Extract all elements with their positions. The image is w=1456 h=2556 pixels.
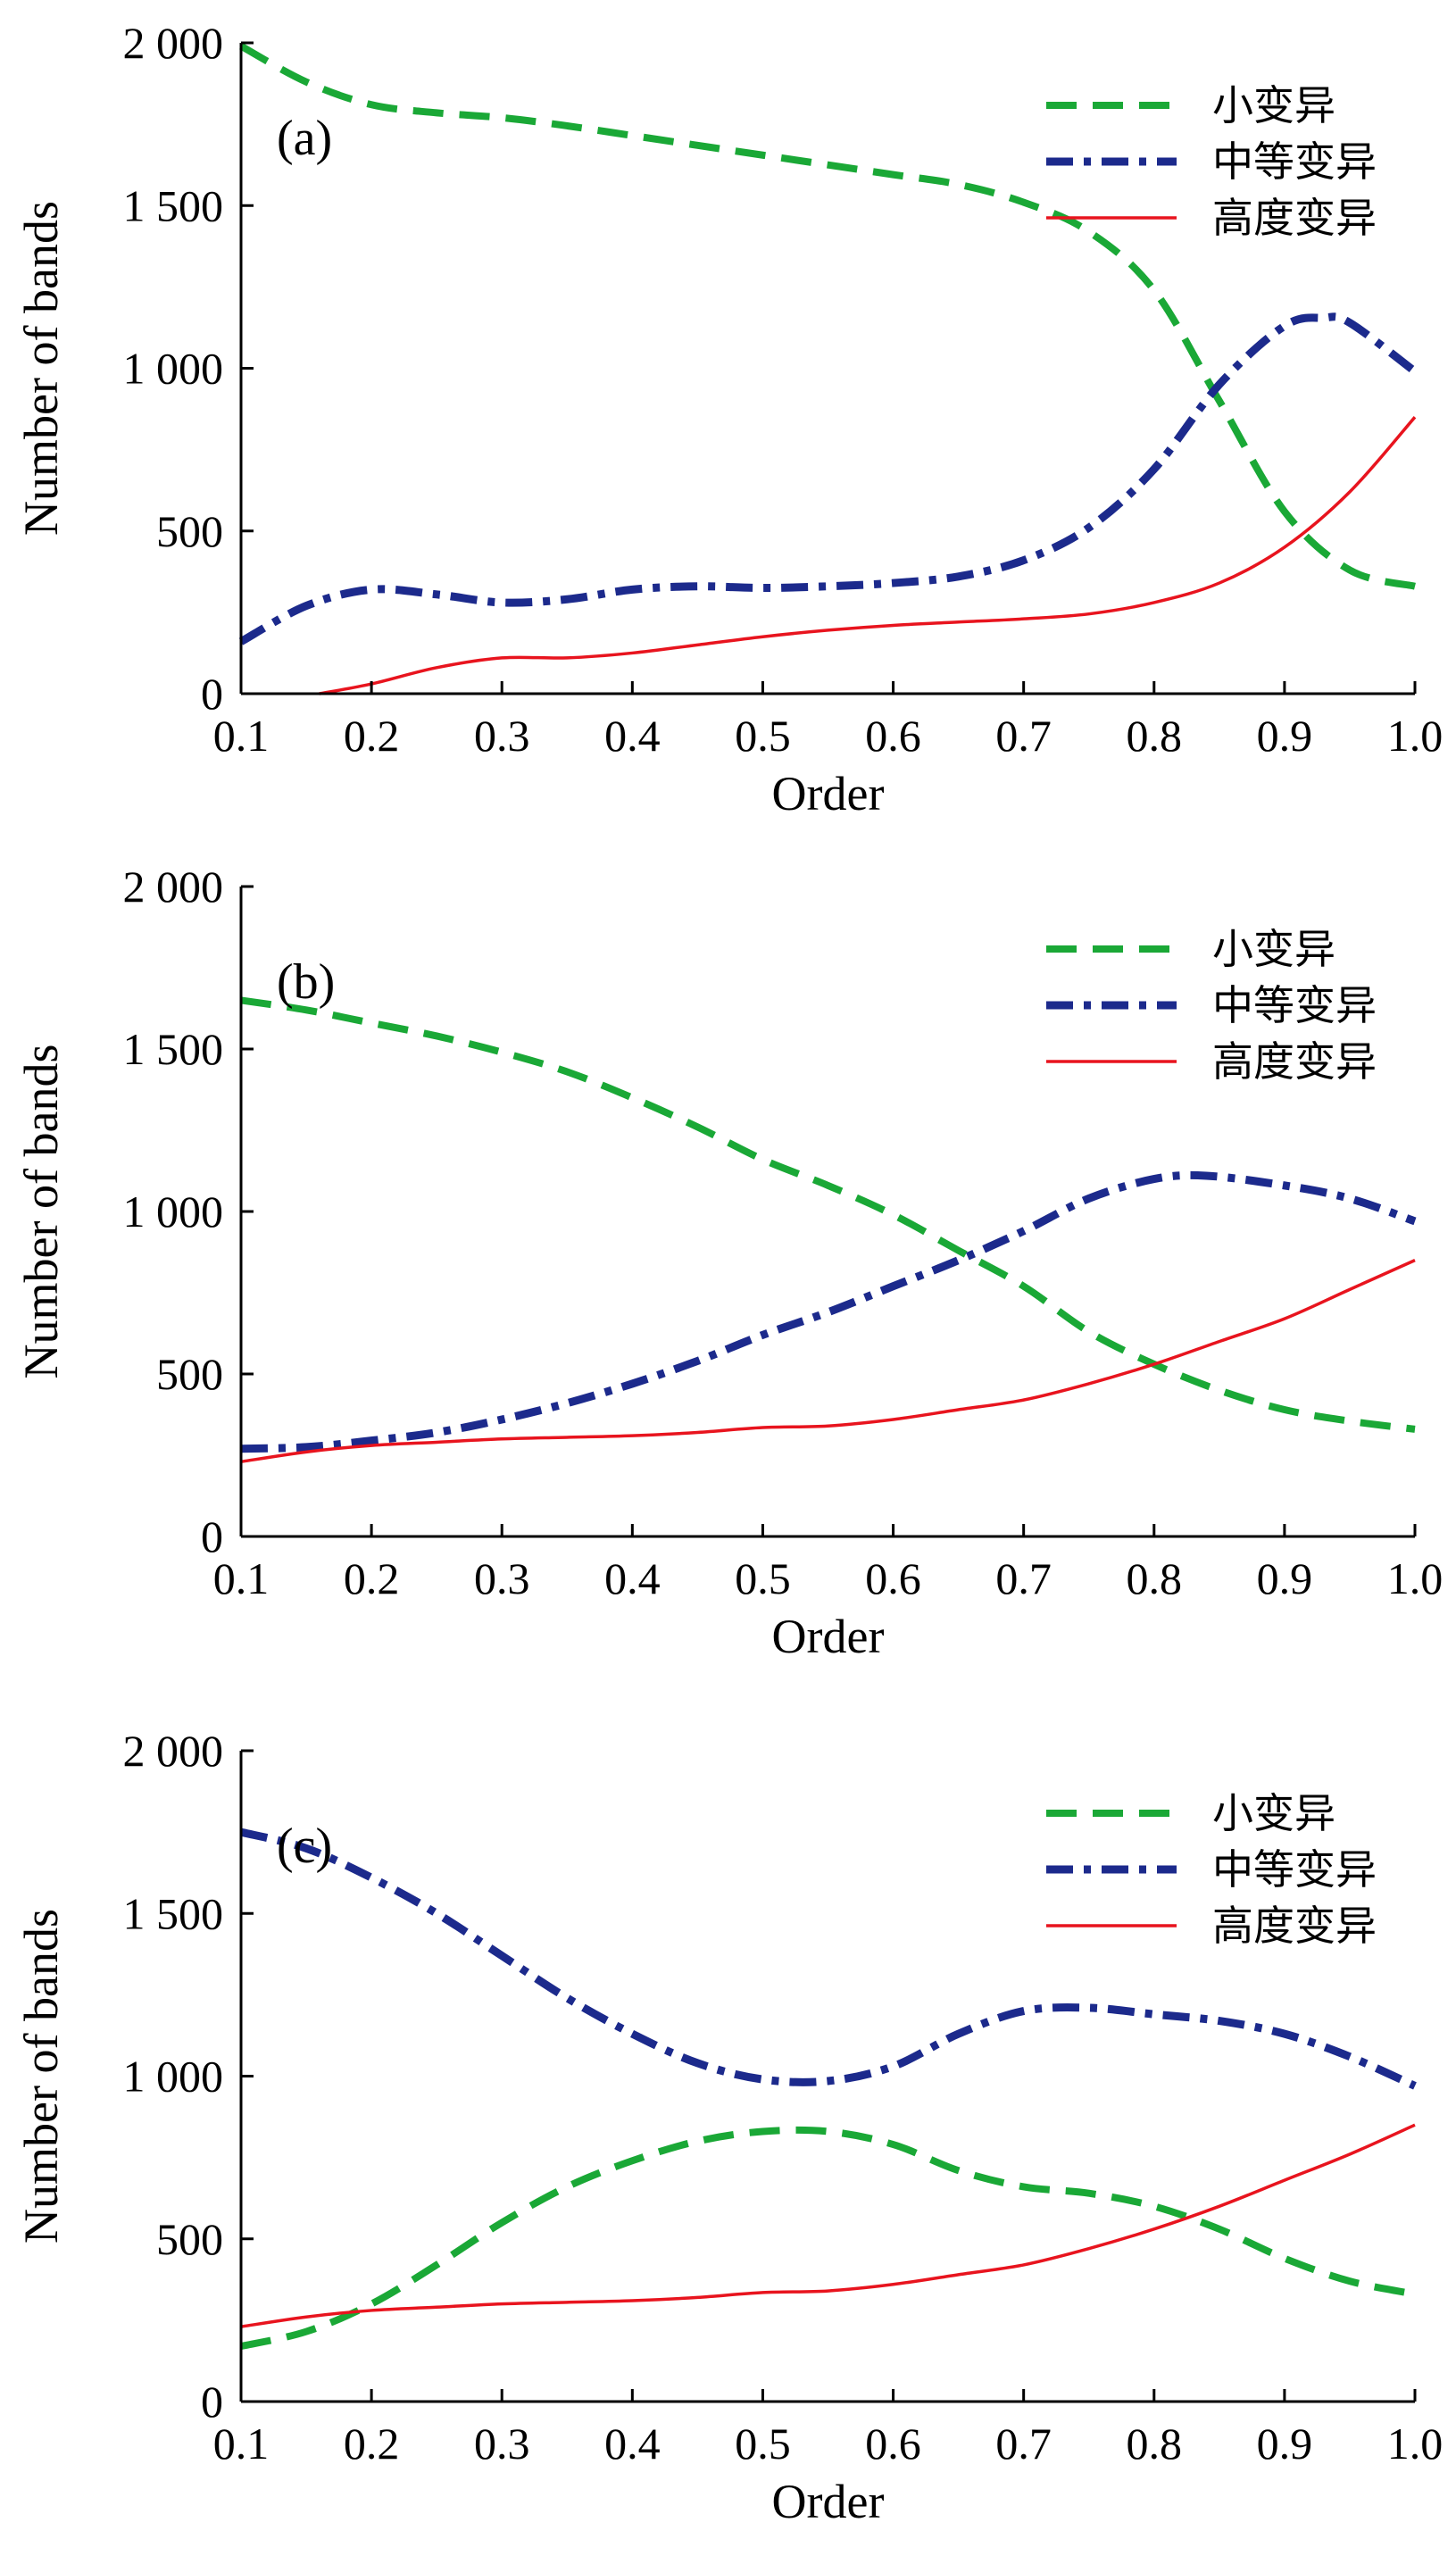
panel-a-y-tick-label: 0	[201, 669, 223, 719]
panel-c-y-axis-title: Number of bands	[14, 1909, 68, 2244]
panel-c-series-small-line	[240, 2126, 1416, 2350]
panel-a-x-tick-label: 0.5	[735, 711, 791, 761]
panel-a-x-tick-label: 0.9	[1257, 711, 1313, 761]
panel-a-y-axis-title: Number of bands	[14, 201, 68, 536]
panel-c-series-layer	[239, 1827, 1417, 2350]
panel-b-x-tick-label: 0.7	[995, 1553, 1052, 1603]
panel-c-legend-label-medium: 中等变异	[1212, 1845, 1377, 1894]
panel-a-x-tick-label: 0.8	[1127, 711, 1183, 761]
panel-a: 0 500 1 000 1 500 2 000 0.1 0.2 0.3 0.4 …	[14, 18, 1443, 820]
panel-c-y-tick-label: 500	[156, 2214, 223, 2264]
panel-b-label: (b)	[277, 954, 335, 1010]
panel-b-x-axis-title: Order	[772, 1610, 885, 1663]
panel-c-x-tick-label: 1.0	[1387, 2419, 1444, 2469]
panel-a-y-tick-marks	[241, 41, 254, 695]
panel-c-series-medium-line	[239, 1827, 1417, 2090]
panel-b-y-axis-title: Number of bands	[14, 1045, 68, 1379]
panel-b-legend: 小变异 中等变异 高度变异	[1046, 925, 1377, 1086]
panel-a-label: (a)	[277, 111, 332, 166]
panel-a-y-tick-label: 500	[156, 506, 223, 556]
panel-c-x-tick-label: 0.2	[344, 2419, 400, 2469]
panel-b-y-tick-marks	[241, 885, 254, 1538]
panel-a-x-tick-label: 0.3	[474, 711, 530, 761]
panel-a-legend-label-high: 高度变异	[1212, 194, 1377, 242]
panel-c-y-tick-label: 0	[201, 2377, 223, 2427]
panel-b-y-tick-label: 1 000	[123, 1186, 224, 1236]
panel-c-y-tick-label: 1 000	[123, 2052, 224, 2102]
panel-a-legend: 小变异 中等变异 高度变异	[1046, 81, 1377, 242]
panel-c-x-tick-label: 0.9	[1257, 2419, 1313, 2469]
panel-b-legend-label-small: 小变异	[1212, 925, 1335, 973]
panel-c: 0 500 1 000 1 500 2 000 0.1 0.2 0.3 0.4 …	[14, 1726, 1443, 2528]
panel-b-x-tick-label: 0.1	[213, 1553, 270, 1603]
panel-a-x-tick-marks	[239, 681, 1417, 694]
panel-c-x-axis-title: Order	[772, 2475, 885, 2528]
panel-a-x-tick-label: 1.0	[1387, 711, 1444, 761]
panel-b-series-layer	[240, 996, 1417, 1464]
panel-a-x-tick-label: 0.6	[865, 711, 921, 761]
panel-b-x-tick-label: 0.3	[474, 1553, 530, 1603]
panel-c-y-tick-label: 1 500	[123, 1888, 224, 1938]
panel-a-y-tick-label: 1 000	[123, 344, 224, 394]
panel-c-x-tick-label: 0.6	[865, 2419, 921, 2469]
panel-a-x-axis-title: Order	[772, 767, 885, 820]
panel-b-x-tick-label: 0.8	[1127, 1553, 1183, 1603]
panel-a-y-tick-label: 2 000	[123, 18, 224, 68]
panel-a-series-small-line	[239, 43, 1416, 590]
panel-b-y-tick-label: 500	[156, 1349, 223, 1399]
panel-a-series-medium-line	[238, 312, 1418, 645]
panel-b-series-medium-line	[240, 1170, 1417, 1453]
panel-b-y-tick-label: 0	[201, 1511, 223, 1561]
panel-c-y-tick-marks	[241, 1749, 254, 2403]
panel-b-x-tick-label: 0.5	[735, 1553, 791, 1603]
panel-a-series-high-line	[319, 416, 1417, 695]
panel-b-x-tick-label: 0.9	[1257, 1553, 1313, 1603]
panel-c-x-tick-label: 0.4	[604, 2419, 661, 2469]
panel-a-series-layer	[238, 43, 1418, 695]
panel-c-x-tick-marks	[239, 2389, 1417, 2402]
panel-c-legend-label-small: 小变异	[1212, 1789, 1335, 1837]
panel-b-x-tick-label: 0.4	[604, 1553, 661, 1603]
panel-b-y-tick-label: 2 000	[123, 862, 224, 912]
panel-a-x-tick-label: 0.4	[604, 711, 661, 761]
panel-a-legend-label-small: 小变异	[1212, 81, 1335, 129]
panel-c-x-tick-label: 0.8	[1127, 2419, 1183, 2469]
panel-c-label: (c)	[277, 1819, 332, 1874]
panel-a-x-tick-label: 0.1	[213, 711, 270, 761]
panel-c-series-high-line	[240, 2123, 1416, 2328]
panel-c-x-tick-label: 0.5	[735, 2419, 791, 2469]
panel-b-x-tick-label: 0.6	[865, 1553, 921, 1603]
panel-a-y-tick-label: 1 500	[123, 180, 224, 230]
panel-b-legend-label-medium: 中等变异	[1212, 981, 1377, 1029]
panel-a-x-tick-label: 0.2	[344, 711, 400, 761]
panel-b-legend-label-high: 高度变异	[1212, 1037, 1377, 1086]
panel-a-x-tick-label: 0.7	[995, 711, 1052, 761]
panel-b-x-tick-label: 0.2	[344, 1553, 400, 1603]
panel-c-x-tick-label: 0.7	[995, 2419, 1052, 2469]
panel-c-x-tick-label: 0.1	[213, 2419, 270, 2469]
panel-b: 0 500 1 000 1 500 2 000 0.1 0.2 0.3 0.4 …	[14, 862, 1443, 1663]
panel-c-x-tick-label: 0.3	[474, 2419, 530, 2469]
panel-c-y-tick-label: 2 000	[123, 1726, 224, 1776]
panel-a-legend-label-medium: 中等变异	[1212, 137, 1377, 186]
panel-b-x-tick-marks	[239, 1524, 1417, 1536]
panel-b-x-tick-label: 1.0	[1387, 1553, 1444, 1603]
panel-c-legend-label-high: 高度变异	[1212, 1902, 1377, 1950]
panel-b-series-high-line	[240, 1259, 1416, 1464]
panel-b-series-small-line	[240, 996, 1416, 1433]
panel-c-legend: 小变异 中等变异 高度变异	[1046, 1789, 1377, 1950]
panel-b-y-tick-label: 1 500	[123, 1024, 224, 1074]
